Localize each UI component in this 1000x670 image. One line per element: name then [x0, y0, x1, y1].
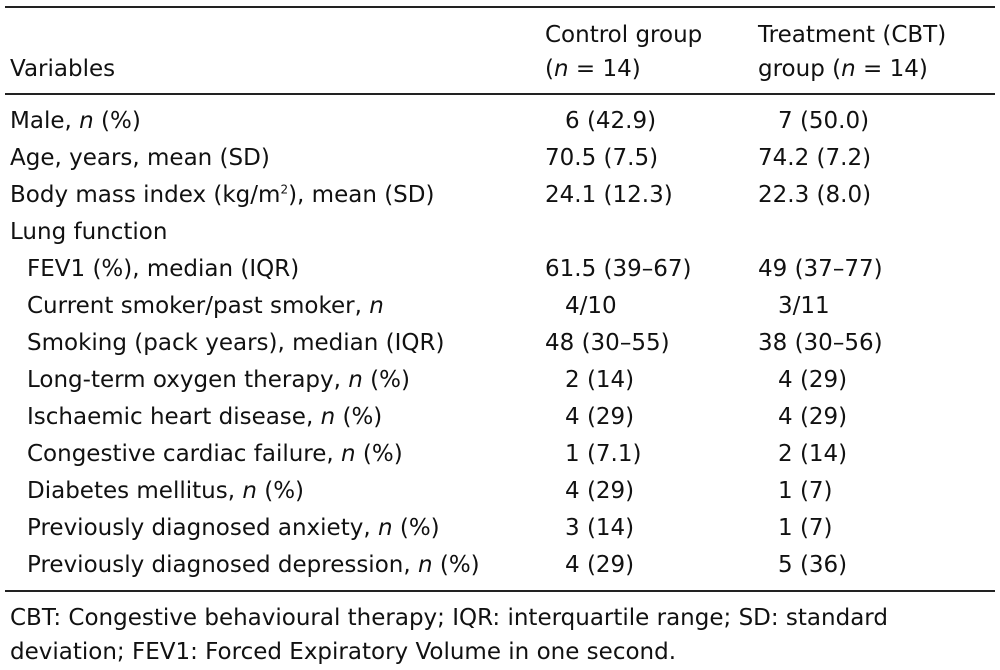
row-treatment-value: 4 (29): [778, 404, 848, 430]
row-label: Previously diagnosed anxiety, n (%): [27, 515, 440, 541]
table-top-rule: [5, 6, 995, 8]
row-label: Age, years, mean (SD): [10, 145, 270, 171]
row-label: Ischaemic heart disease, n (%): [27, 404, 383, 430]
table-footnote: CBT: Congestive behavioural therapy; IQR…: [10, 605, 888, 665]
row-label: Diabetes mellitus, n (%): [27, 478, 305, 504]
row-treatment-value: 3/11: [778, 293, 830, 319]
row-control-value: 6 (42.9): [565, 108, 657, 134]
table-body: Male, n (%) 6 (42.9) 7 (50.0) Age, years…: [5, 103, 995, 584]
header-treatment-line2: group (n = 14): [758, 56, 928, 82]
table-row: Diabetes mellitus, n (%) 4 (29) 1 (7): [5, 473, 995, 510]
row-label: Body mass index (kg/m2), mean (SD): [10, 182, 435, 208]
row-control-value: 4 (29): [565, 552, 635, 578]
header-control-line2: (n = 14): [545, 56, 641, 82]
row-treatment-value: 4 (29): [778, 367, 848, 393]
table-row: Ischaemic heart disease, n (%) 4 (29) 4 …: [5, 399, 995, 436]
table-row: Previously diagnosed depression, n (%) 4…: [5, 547, 995, 584]
row-label: Male, n (%): [10, 108, 141, 134]
row-treatment-value: 74.2 (7.2): [758, 145, 872, 171]
section-label-lung-function: Lung function: [10, 219, 168, 245]
header-variables: Variables: [10, 56, 116, 82]
table-row: Long-term oxygen therapy, n (%) 2 (14) 4…: [5, 362, 995, 399]
table-row: Smoking (pack years), median (IQR) 48 (3…: [5, 325, 995, 362]
row-label: Congestive cardiac failure, n (%): [27, 441, 403, 467]
row-treatment-value: 7 (50.0): [778, 108, 870, 134]
row-label: Current smoker/past smoker, n: [27, 293, 384, 319]
table-row: FEV1 (%), median (IQR) 61.5 (39–67) 49 (…: [5, 251, 995, 288]
row-treatment-value: 5 (36): [778, 552, 848, 578]
row-control-value: 4/10: [565, 293, 617, 319]
row-label: Previously diagnosed depression, n (%): [27, 552, 480, 578]
header-control-line1: Control group: [545, 22, 703, 48]
row-treatment-value: 22.3 (8.0): [758, 182, 872, 208]
row-control-value: 4 (29): [565, 404, 635, 430]
table-header-rule: [5, 93, 995, 95]
header-control-group: Control group (n = 14): [545, 18, 702, 86]
row-control-value: 2 (14): [565, 367, 635, 393]
row-treatment-value: 1 (7): [778, 515, 833, 541]
header-treatment-line1: Treatment (CBT): [758, 22, 947, 48]
row-label: Smoking (pack years), median (IQR): [27, 330, 445, 356]
row-control-value: 4 (29): [565, 478, 635, 504]
row-treatment-value: 1 (7): [778, 478, 833, 504]
table-row: Congestive cardiac failure, n (%) 1 (7.1…: [5, 436, 995, 473]
table-row: Male, n (%) 6 (42.9) 7 (50.0): [5, 103, 995, 140]
row-treatment-value: 49 (37–77): [758, 256, 883, 282]
row-treatment-value: 38 (30–56): [758, 330, 883, 356]
table-section-row: Lung function: [5, 214, 995, 251]
table-row: Body mass index (kg/m2), mean (SD) 24.1 …: [5, 177, 995, 214]
row-treatment-value: 2 (14): [778, 441, 848, 467]
row-control-value: 24.1 (12.3): [545, 182, 673, 208]
row-label: FEV1 (%), median (IQR): [27, 256, 300, 282]
row-control-value: 48 (30–55): [545, 330, 670, 356]
table-row: Age, years, mean (SD) 70.5 (7.5) 74.2 (7…: [5, 140, 995, 177]
row-control-value: 61.5 (39–67): [545, 256, 692, 282]
table-bottom-rule: [5, 590, 995, 592]
row-control-value: 70.5 (7.5): [545, 145, 659, 171]
table-row: Current smoker/past smoker, n 4/10 3/11: [5, 288, 995, 325]
row-control-value: 1 (7.1): [565, 441, 642, 467]
row-control-value: 3 (14): [565, 515, 635, 541]
header-treatment-group: Treatment (CBT) group (n = 14): [758, 18, 946, 86]
table-header: Variables Control group (n = 14) Treatme…: [5, 18, 995, 88]
table-row: Previously diagnosed anxiety, n (%) 3 (1…: [5, 510, 995, 547]
row-label: Long-term oxygen therapy, n (%): [27, 367, 410, 393]
